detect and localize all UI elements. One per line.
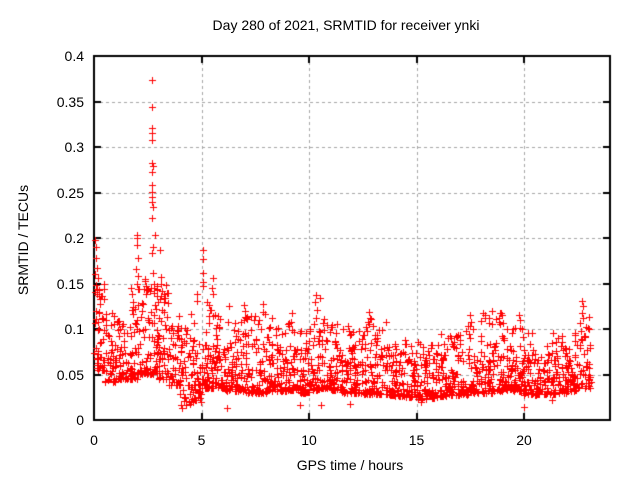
x-tick-label: 0 (90, 432, 98, 448)
x-tick-label: 10 (301, 432, 317, 448)
y-tick-label: 0.2 (64, 230, 84, 246)
y-tick-label: 0.3 (64, 139, 84, 155)
y-tick-label: 0.35 (56, 93, 84, 110)
x-tick-label: 5 (197, 432, 206, 448)
y-tick-label: 0 (76, 412, 84, 428)
y-tick-label: 0.1 (64, 321, 84, 337)
x-tick-label: 15 (408, 432, 425, 448)
x-tick-label: 20 (516, 432, 532, 448)
y-tick-label: 0.25 (56, 184, 84, 201)
y-tick-label: 0.15 (56, 275, 84, 292)
x-axis-title: GPS time / hours (296, 457, 404, 473)
y-tick-label: 0.4 (64, 48, 84, 64)
chart-title: Day 280 of 2021, SRMTID for receiver ynk… (212, 17, 480, 33)
y-axis-title: SRMTID / TECUs (15, 184, 31, 296)
y-tick-label: 0.05 (56, 366, 84, 383)
